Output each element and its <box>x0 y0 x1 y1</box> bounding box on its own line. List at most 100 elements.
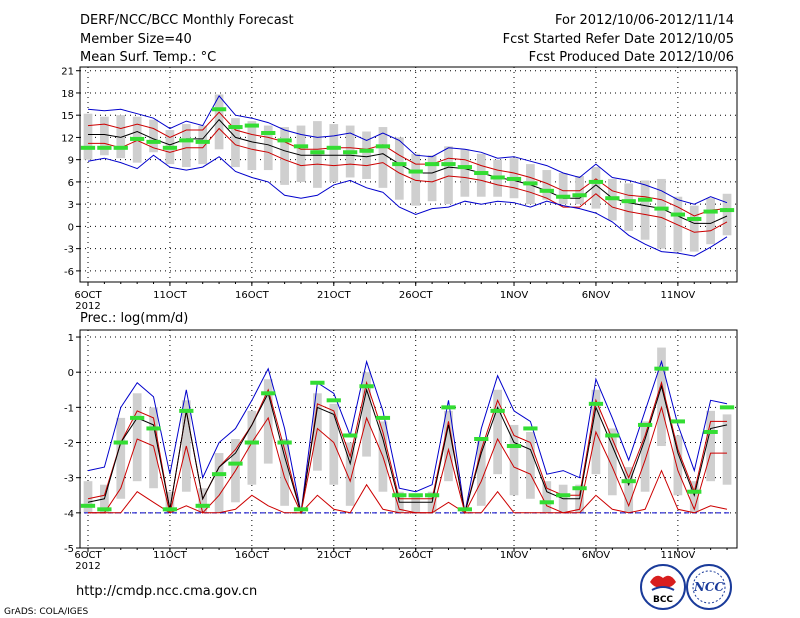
prec-spread-box <box>345 442 355 506</box>
temp-median-marker <box>490 175 505 180</box>
temp-median-marker <box>408 169 423 174</box>
temp-median-marker <box>539 188 554 193</box>
prec-median-marker <box>605 433 620 438</box>
prec-series-ensemble-mean <box>87 384 728 513</box>
prec-median-marker <box>130 415 145 420</box>
footer-url[interactable]: http://cmdp.ncc.cma.gov.cn <box>76 584 257 599</box>
temp-series-ensemble-mean <box>88 118 728 224</box>
temp-spread-box <box>263 125 273 171</box>
temp-median-marker <box>441 162 456 167</box>
prec-median-marker <box>326 398 341 403</box>
prec-median-marker <box>359 384 374 389</box>
temp-median-marker <box>605 196 620 201</box>
prec-spread-box <box>526 431 535 499</box>
temp-spread-box <box>362 131 371 179</box>
prec-median-marker <box>277 440 292 445</box>
prec-series-lower-spread <box>88 405 727 515</box>
temp-median-marker <box>506 176 522 181</box>
prec-spread-box <box>214 453 224 513</box>
temp-spread-box <box>231 118 240 168</box>
prec-ytick-label: 0 <box>68 368 74 379</box>
prec-median-marker <box>424 493 440 498</box>
prec-frame <box>79 329 738 549</box>
temp-median-marker <box>195 139 210 144</box>
temp-spread-box <box>591 167 601 209</box>
temp-xtick-label: 21OCT <box>317 290 352 301</box>
temp-spread-box <box>329 124 339 182</box>
prec-spread-box <box>722 414 732 485</box>
temp-spread-box <box>296 125 306 182</box>
prec-median-marker <box>162 507 178 512</box>
temp-median-marker <box>244 123 259 128</box>
temp-spread-box <box>313 121 322 188</box>
prec-series-ensemble-max <box>87 359 728 513</box>
prec-median-marker <box>654 366 669 371</box>
temp-ytick-label: 12 <box>61 133 74 144</box>
temp-median-marker <box>179 138 194 143</box>
header-title: DERF/NCC/BCC Monthly Forecast <box>80 13 294 28</box>
prec-median-marker <box>457 507 472 512</box>
temp-series-lower-spread <box>88 127 728 233</box>
temp-xtick-label: 11NOV <box>661 290 696 301</box>
temp-xtick-label: 16OCT <box>235 290 270 301</box>
temp-spread-box <box>689 205 699 252</box>
prec-xtick-label: 11NOV <box>661 550 696 561</box>
temp-frame <box>79 66 738 283</box>
temp-median-marker <box>637 197 653 202</box>
prec-median-marker <box>490 408 505 413</box>
temp-spread-box <box>83 113 93 160</box>
prec-median-marker <box>506 444 522 449</box>
ncc-logo-text: NCC <box>693 580 725 594</box>
temp-spread-box <box>575 175 584 205</box>
temp-year-label: 2012 <box>75 301 100 312</box>
prec-median-marker <box>211 472 227 477</box>
prec-ytick-label: -4 <box>64 509 74 520</box>
prec-xtick-label: 6NOV <box>582 550 611 561</box>
prec-spread-box <box>411 495 421 513</box>
temp-median-marker <box>375 144 391 149</box>
prec-spread-box <box>444 410 453 482</box>
temp-spread-box <box>149 119 158 153</box>
header-variable: Mean Surf. Temp.: °C <box>80 50 216 65</box>
temp-spread-box <box>214 94 224 150</box>
prec-median-marker <box>244 440 259 445</box>
prec-median-marker <box>539 500 554 505</box>
prec-spread-box <box>280 439 289 506</box>
prec-series-ensemble-min <box>88 469 728 514</box>
header-period: For 2012/10/06-2012/11/14 <box>555 13 734 28</box>
prec-median-marker <box>293 507 309 512</box>
prec-median-marker <box>441 405 456 410</box>
prec-median-marker <box>375 415 391 420</box>
header-start-date: Fcst Started Refer Date 2012/10/05 <box>503 32 734 47</box>
temp-median-marker <box>277 138 292 143</box>
prec-median-marker <box>687 489 702 494</box>
ncc-logo-inner-ring <box>692 570 726 604</box>
temp-median-marker <box>113 145 128 150</box>
temp-median-marker <box>523 181 538 186</box>
temp-ytick-label: 15 <box>61 111 74 122</box>
temp-spread-box <box>444 146 453 205</box>
temp-median-marker <box>457 165 472 170</box>
prec-spread-box <box>673 435 683 496</box>
prec-median-marker <box>556 493 571 498</box>
temp-spread-box <box>657 178 666 249</box>
temp-spread-box <box>247 121 257 171</box>
temp-median-marker <box>261 130 276 135</box>
temp-ytick-label: 0 <box>68 222 74 233</box>
temp-xtick-label: 26OCT <box>399 290 434 301</box>
temp-median-marker <box>687 216 702 221</box>
prec-ytick-label: -5 <box>64 544 74 555</box>
header-produced-date: Fcst Produced Date 2012/10/06 <box>529 50 734 65</box>
temp-spread-box <box>624 183 634 231</box>
temp-median-marker <box>424 162 440 167</box>
prec-spread-box <box>640 421 650 492</box>
temp-median-marker <box>719 208 735 213</box>
prec-spread-box <box>247 410 257 485</box>
prec-median-marker <box>392 493 407 498</box>
temp-ytick-label: 3 <box>68 200 74 211</box>
prec-ytick-label: -1 <box>64 403 74 414</box>
prec-median-marker <box>310 380 325 385</box>
prec-xtick-label: 6OCT <box>74 550 102 561</box>
prec-xtick-label: 11OCT <box>153 550 188 561</box>
prec-year-label: 2012 <box>75 561 100 572</box>
